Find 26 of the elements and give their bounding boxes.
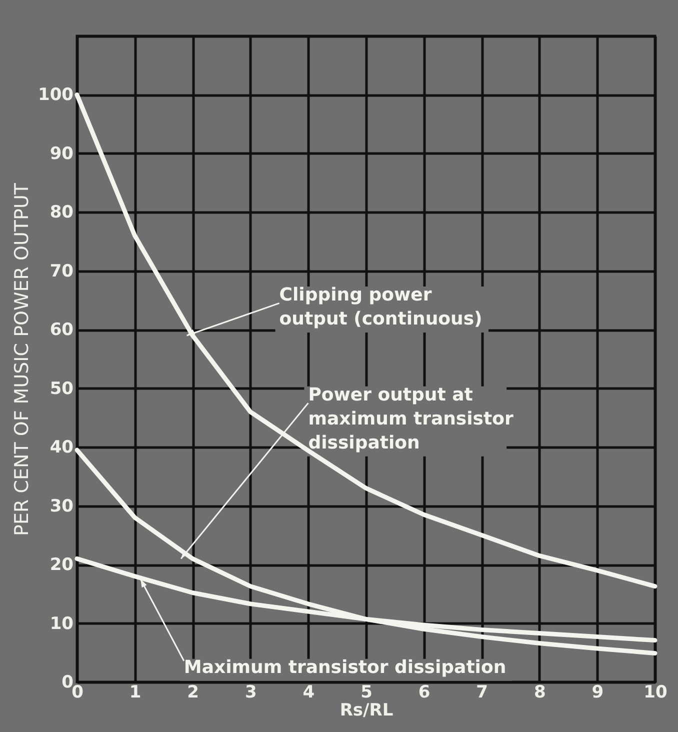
- x-tick-label: 9: [592, 682, 604, 702]
- y-tick-label: 80: [50, 202, 74, 223]
- y-tick-label: 20: [50, 555, 74, 576]
- y-tick-label: 100: [38, 85, 74, 106]
- y-tick-label: 30: [50, 496, 74, 516]
- x-tick-label: 1: [129, 682, 142, 702]
- annotation: Power output at maximum transistor dissipation: [308, 384, 514, 454]
- x-tick-label: 10: [644, 682, 668, 702]
- x-tick-label: 5: [360, 682, 372, 702]
- x-tick-label: 6: [418, 682, 430, 702]
- y-axis-title: PER CENT OF MUSIC POWER OUTPUT: [11, 182, 34, 536]
- y-tick-label: 90: [50, 144, 74, 164]
- annotation: Clipping power output (continuous): [279, 284, 482, 330]
- y-tick-label: 50: [50, 378, 74, 399]
- x-tick-label: 7: [476, 682, 488, 702]
- annotation: Maximum transistor dissipation: [184, 656, 506, 678]
- y-tick-label: 70: [50, 261, 74, 282]
- x-tick-label: 8: [534, 682, 546, 702]
- x-tick-label: 3: [244, 682, 257, 702]
- x-axis-title: Rs/RL: [340, 700, 394, 720]
- x-tick-label: 4: [302, 682, 315, 702]
- x-tick-label: 2: [187, 682, 200, 702]
- line-series: [74, 92, 658, 589]
- y-tick-label: 10: [50, 614, 74, 634]
- y-tick-label: 40: [50, 438, 74, 458]
- y-tick-label: 60: [50, 320, 74, 340]
